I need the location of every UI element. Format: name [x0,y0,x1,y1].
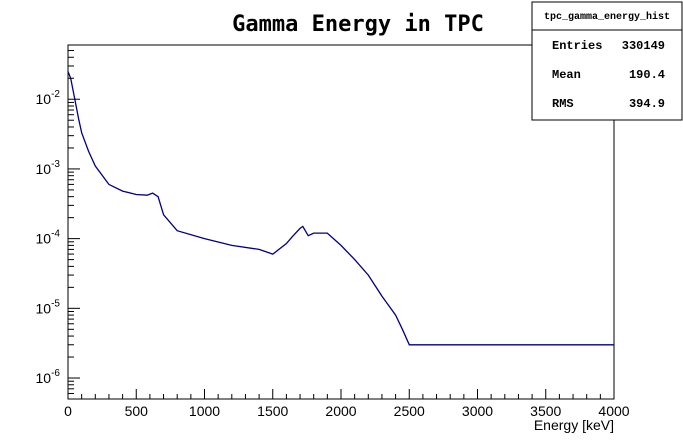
stats-name: tpc_gamma_energy_hist [544,11,670,23]
x-tick-label: 1000 [189,403,220,419]
x-tick-label: 2000 [325,403,356,419]
x-tick-label: 2500 [394,403,425,419]
stats-rms-value: 394.9 [629,97,665,111]
x-axis-label: Energy [keV] [534,417,614,433]
x-tick-label: 1500 [257,403,288,419]
chart-title: Gamma Energy in TPC [232,12,484,37]
y-tick-label: 10-3 [36,159,61,177]
stats-entries-label: Entries [552,39,602,53]
stats-box: tpc_gamma_energy_hist Entries 330149 Mea… [531,1,683,121]
y-tick-label: 10-5 [36,298,61,316]
x-tick-label: 3500 [530,403,561,419]
stats-rms-label: RMS [552,97,574,111]
stats-box-frame [531,1,683,121]
stats-entries-value: 330149 [622,39,665,53]
x-tick-label: 0 [64,403,72,419]
x-tick-label: 4000 [598,403,629,419]
y-tick-label: 10-2 [36,89,61,107]
y-tick-label: 10-4 [36,229,61,247]
stats-mean-value: 190.4 [629,68,665,82]
x-tick-label: 3000 [462,403,493,419]
y-tick-label: 10-6 [36,368,61,386]
histogram-series [67,71,614,346]
x-tick-label: 500 [125,403,149,419]
stats-mean-label: Mean [552,68,581,82]
